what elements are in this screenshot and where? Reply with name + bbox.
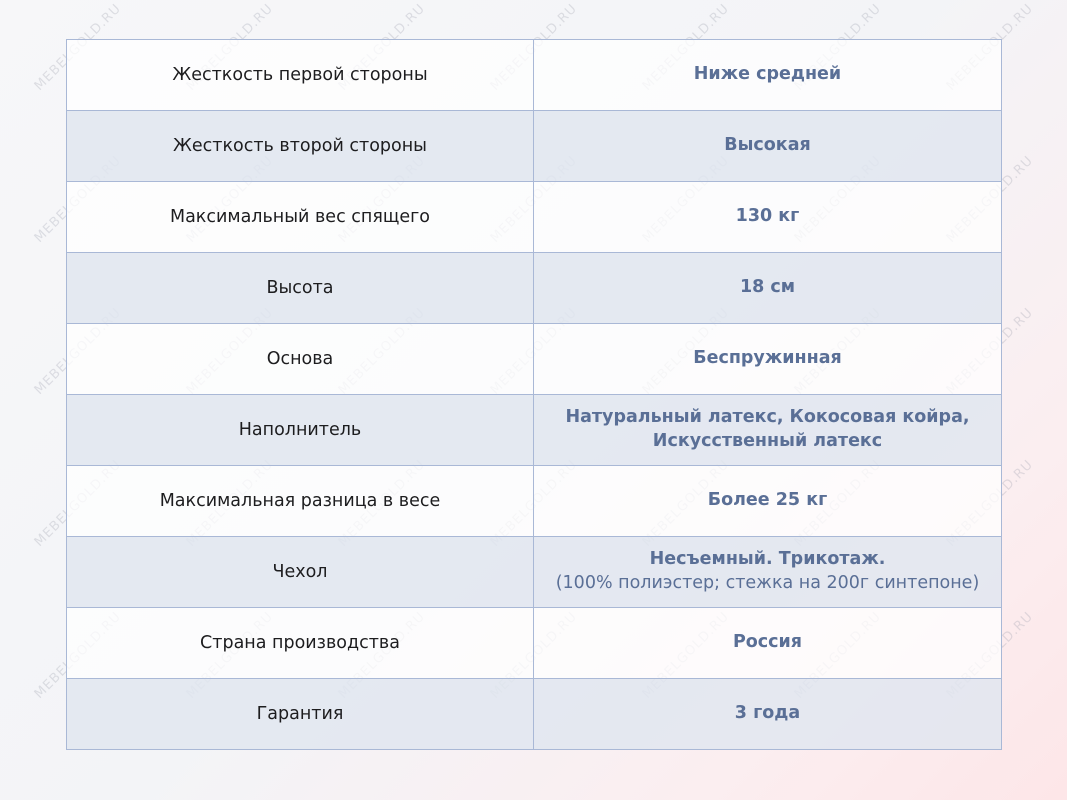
spec-value: Россия — [533, 607, 1002, 679]
table-row: Максимальная разница в весе Более 25 кг — [66, 465, 1002, 537]
spec-value: Несъемный. Трикотаж. (100% полиэстер; сте… — [533, 536, 1002, 608]
spec-label: Страна производства — [66, 607, 534, 679]
spec-label: Основа — [66, 323, 534, 395]
table-row: Основа Беспружинная — [66, 323, 1002, 395]
specs-table: Жесткость первой стороны Ниже средней Жест… — [66, 39, 1002, 750]
spec-value-text: Высокая — [724, 135, 811, 156]
table-row: Жесткость второй стороны Высокая — [66, 110, 1002, 182]
spec-value-text: Россия — [732, 632, 803, 653]
table-row: Максимальный вес спящего 130 кг — [66, 181, 1002, 253]
spec-value-text: Беспружинная — [693, 348, 842, 369]
spec-value-text: 3 года — [734, 703, 801, 724]
spec-label: Наполнитель — [66, 394, 534, 466]
spec-value-text: Более 25 кг — [707, 490, 828, 511]
spec-value: Высокая — [533, 110, 1002, 182]
spec-value: Беспружинная — [533, 323, 1002, 395]
spec-value-text: 18 см — [739, 277, 796, 298]
spec-label: Гарантия — [66, 678, 534, 750]
table-row: Наполнитель Натуральный латекс, Кокосовая… — [66, 394, 1002, 466]
spec-label: Чехол — [66, 536, 534, 608]
table-row: Высота 18 см — [66, 252, 1002, 324]
spec-value: Натуральный латекс, Кокосовая койра, Иск… — [533, 394, 1002, 466]
table-row: Чехол Несъемный. Трикотаж. (100% полиэстер… — [66, 536, 1002, 608]
table-row: Гарантия 3 года — [66, 678, 1002, 750]
spec-value-text: Несъемный. Трикотаж. — [649, 549, 886, 570]
table-row: Жесткость первой стороны Ниже средней — [66, 39, 1002, 111]
table-row: Страна производства Россия — [66, 607, 1002, 679]
spec-label: Максимальная разница в весе — [66, 465, 534, 537]
spec-value: 3 года — [533, 678, 1002, 750]
spec-label: Максимальный вес спящего — [66, 181, 534, 253]
spec-value: 18 см — [533, 252, 1002, 324]
spec-value-text: 130 кг — [735, 206, 800, 227]
spec-value: Ниже средней — [533, 39, 1002, 111]
spec-value-text: Ниже средней — [693, 64, 842, 85]
spec-label: Высота — [66, 252, 534, 324]
spec-value-text: Натуральный латекс, Кокосовая койра, Иск… — [565, 407, 970, 451]
spec-value: Более 25 кг — [533, 465, 1002, 537]
spec-value: 130 кг — [533, 181, 1002, 253]
spec-label: Жесткость первой стороны — [66, 39, 534, 111]
spec-value-note: (100% полиэстер; стежка на 200г синтепон… — [555, 573, 980, 593]
spec-label: Жесткость второй стороны — [66, 110, 534, 182]
